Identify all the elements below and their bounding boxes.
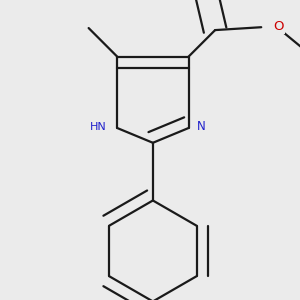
Text: HN: HN xyxy=(90,122,107,132)
Text: O: O xyxy=(273,20,284,33)
Text: N: N xyxy=(197,120,206,133)
